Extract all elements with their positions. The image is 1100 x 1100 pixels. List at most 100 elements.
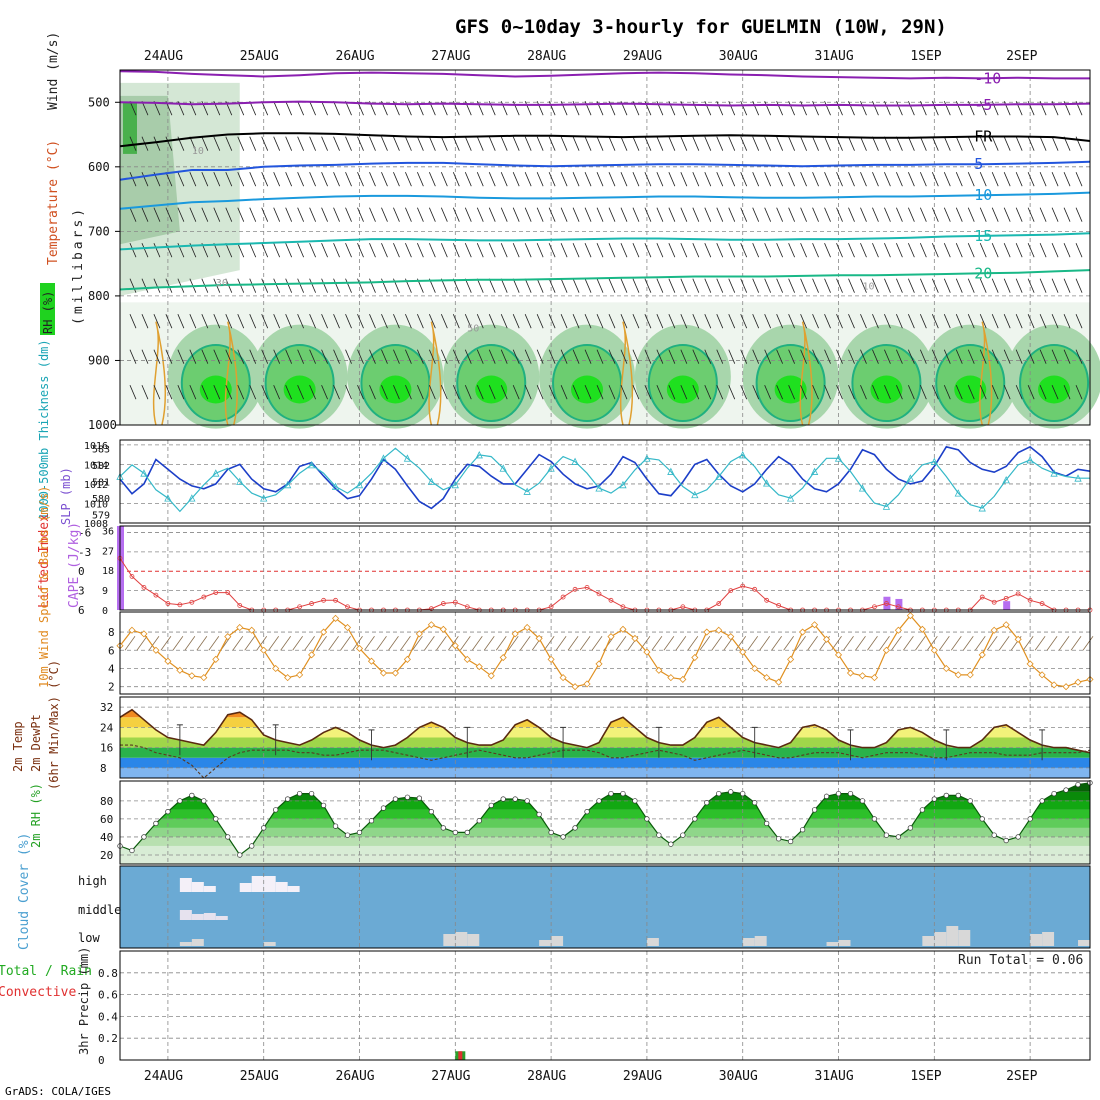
wind-barb [903,636,914,651]
wind-barb [560,278,568,293]
wind-barb [213,136,221,151]
wind-barb [931,314,939,329]
wind-barb [1039,136,1047,151]
wind-barb [608,136,616,151]
wind-barb [716,136,724,151]
wind-speed-marker [176,666,184,674]
wind-frame [119,611,1091,695]
thickness-tick-label: 581 [92,478,110,489]
wind-speed-marker [775,678,783,686]
wind-barb [687,636,699,651]
wind-speed-marker [140,630,148,638]
wind-barb [752,172,760,187]
wind-barb [333,207,340,222]
rh-marker [476,818,482,824]
wind-barb [512,136,520,151]
wind-barb [991,101,999,116]
wind-barb [177,385,185,400]
rh-marker [296,790,303,797]
wind-barb [129,385,137,400]
wind-barb [488,136,496,151]
isotherm-line [119,269,1091,291]
wind-barb [596,172,604,187]
rh-marker [871,816,878,822]
rh-marker [1027,816,1033,822]
wind-barb [189,172,197,187]
wind-barb [488,243,496,258]
wind-barb [249,243,257,258]
wind-barb [740,349,748,364]
wind-barb [656,207,664,222]
wind-barb [663,636,675,651]
wind-barb [800,172,807,187]
wind10m-panel: 8 6 4 2 [108,611,1094,695]
temp-ylabel-2: 2m DewPt [29,714,43,772]
wind-barb [524,349,532,364]
wind-barb [440,136,448,151]
wind-barb [752,314,760,329]
cloud-low-bar [551,936,564,946]
rh-contour-label: 30 [216,278,228,289]
wind-barb [452,207,460,222]
cloud-low-bar [263,942,276,946]
rh-band [120,845,1090,855]
rh-marker [883,832,890,838]
wind-barb [680,101,688,116]
wind-speed-marker [727,633,735,641]
date-label-bottom: 24AUG [144,1069,183,1084]
li-marker [740,583,746,589]
rh-band [120,827,1090,837]
wind-barb [943,314,951,329]
upper-ylabel-unit: (millibars) [71,206,86,325]
wind-barb [860,243,867,258]
wind-barb [788,101,795,116]
wind-barb [979,314,987,329]
wind-barb [620,172,628,187]
run-total-value: 0.06 [1052,953,1083,968]
wind-barb [776,207,784,222]
wind-barb [405,243,412,258]
wind-barb [165,278,173,293]
wind-barb [699,636,711,651]
rh-marker [740,790,746,797]
wind-barb [1046,636,1058,651]
wind-speed-marker [451,642,459,650]
wind-barb [129,172,137,187]
cloud-low-bar [742,938,755,946]
wind-barb [201,385,209,400]
thickness-marker [1050,469,1058,477]
wind-barb [309,101,316,116]
wind-barb [728,172,736,187]
cloud-low-bar [838,940,851,946]
wind-barb [776,385,784,400]
wind-barb [896,101,903,116]
cloud-low-bar [826,942,839,946]
wind-barb [376,636,387,651]
thickness-marker [739,451,747,459]
wind-barb [632,207,640,222]
wind-barb [141,385,149,400]
wind-speed-marker [367,657,376,665]
cloud-middle-bar [215,916,228,920]
thickness-marker [1026,456,1034,464]
rh-marker [668,841,674,847]
wind-barb [369,136,376,151]
wind-barb [596,314,604,329]
wind-barb [548,207,556,222]
wind-barb [740,243,748,258]
rh-ylabels: 2m RH (%) [29,783,43,848]
wind-barb [452,385,460,400]
wind-barb [1063,385,1071,400]
date-label-top: 1SEP [910,49,941,64]
date-label-top: 26AUG [336,49,375,64]
wind-barb [500,172,508,187]
wind-barb [285,172,293,187]
wind-barb [464,385,472,400]
wind-barb [177,172,185,187]
wind-barb [991,385,999,400]
wind-barb [848,207,855,222]
rh-marker [931,796,937,802]
wind-barb [512,101,520,116]
isotherm-line [119,232,1091,251]
wind-barb [896,243,903,258]
